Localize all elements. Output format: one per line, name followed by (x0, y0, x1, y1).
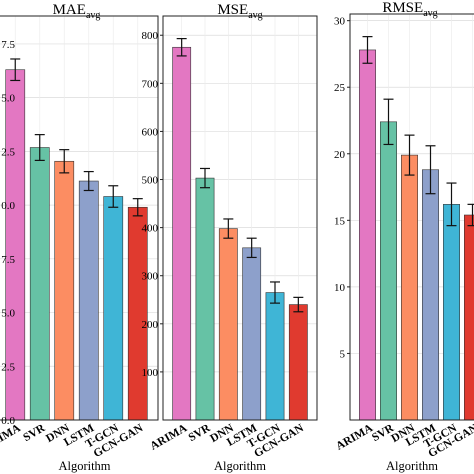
y-tick-label: 400 (142, 223, 159, 235)
plot-frame (0, 15, 159, 421)
panel-title: MAEavg (53, 2, 101, 21)
title-main: MAE (53, 2, 86, 18)
y-tick-label: 0.0 (1, 200, 15, 212)
y-tick-label: 5.0 (1, 308, 15, 320)
plot-frame (162, 15, 318, 421)
x-axis-label: Algorithm (386, 459, 438, 473)
y-tick-label: 15 (334, 215, 346, 227)
bar-lstm (422, 169, 439, 421)
x-axis-label: Algorithm (214, 459, 266, 473)
x-tick-label: ARIMA (334, 422, 375, 453)
bar-gcn-gan (464, 214, 474, 421)
x-tick-label: SVR (21, 422, 48, 444)
bar-dnn (401, 154, 418, 421)
y-tick-label: 2.5 (1, 361, 15, 373)
y-tick-label: 7.5 (1, 254, 15, 266)
bar-arima (359, 49, 376, 421)
bar-dnn (54, 160, 75, 421)
y-tick-label: 7.5 (1, 39, 15, 51)
y-tick-label: 800 (142, 30, 159, 42)
y-tick-label: 200 (142, 319, 159, 331)
bar-svr (29, 147, 50, 421)
bar-dnn (218, 228, 238, 421)
y-tick-label: 5.0 (1, 93, 15, 105)
bar-gcn-gan (127, 206, 148, 421)
bar-lstm (242, 247, 262, 421)
y-tick-label: 25 (334, 82, 346, 94)
title-main: MSE (217, 2, 248, 18)
bar-lstm (78, 180, 99, 421)
x-tick-label: SVR (187, 422, 214, 444)
y-tick-label: 100 (142, 367, 159, 379)
plot-frame (349, 13, 474, 421)
panel-mae: ARIMASVRDNNLSTMT-GCNGCN-GAN7.55.02.50.07… (0, 2, 159, 473)
y-tick-label: 20 (334, 149, 346, 161)
bar-svr (195, 177, 215, 421)
panel-rmse: ARIMASVRDNNLSTMT-GCNGCN-GAN51015202530RM… (334, 0, 474, 473)
y-tick-label: 600 (142, 126, 159, 138)
bar-gcn-gan (288, 304, 308, 421)
title-subscript: avg (423, 8, 437, 19)
bar-svr (380, 121, 397, 421)
y-tick-label: 2.5 (1, 146, 15, 158)
bar-t-gcn (103, 196, 124, 421)
bar-t-gcn (265, 292, 285, 421)
x-axis-label: Algorithm (58, 459, 110, 473)
title-main: RMSE (382, 0, 423, 16)
title-subscript: avg (248, 10, 262, 21)
y-tick-label: 5 (340, 348, 346, 360)
bar-t-gcn (443, 204, 460, 421)
panel-mse: ARIMASVRDNNLSTMT-GCNGCN-GAN1002003004005… (142, 2, 318, 473)
y-tick-label: 30 (334, 16, 346, 28)
y-tick-label: 700 (142, 78, 159, 90)
panel-title: MSEavg (217, 2, 262, 21)
x-tick-label: ARIMA (148, 422, 189, 453)
y-tick-label: 10 (334, 282, 346, 294)
bar-arima (172, 46, 192, 421)
y-tick-label: 300 (142, 271, 159, 283)
title-subscript: avg (86, 10, 100, 21)
panel-title: RMSEavg (382, 0, 437, 19)
y-tick-label: 500 (142, 175, 159, 187)
y-tick-label: 0.0 (1, 415, 15, 427)
